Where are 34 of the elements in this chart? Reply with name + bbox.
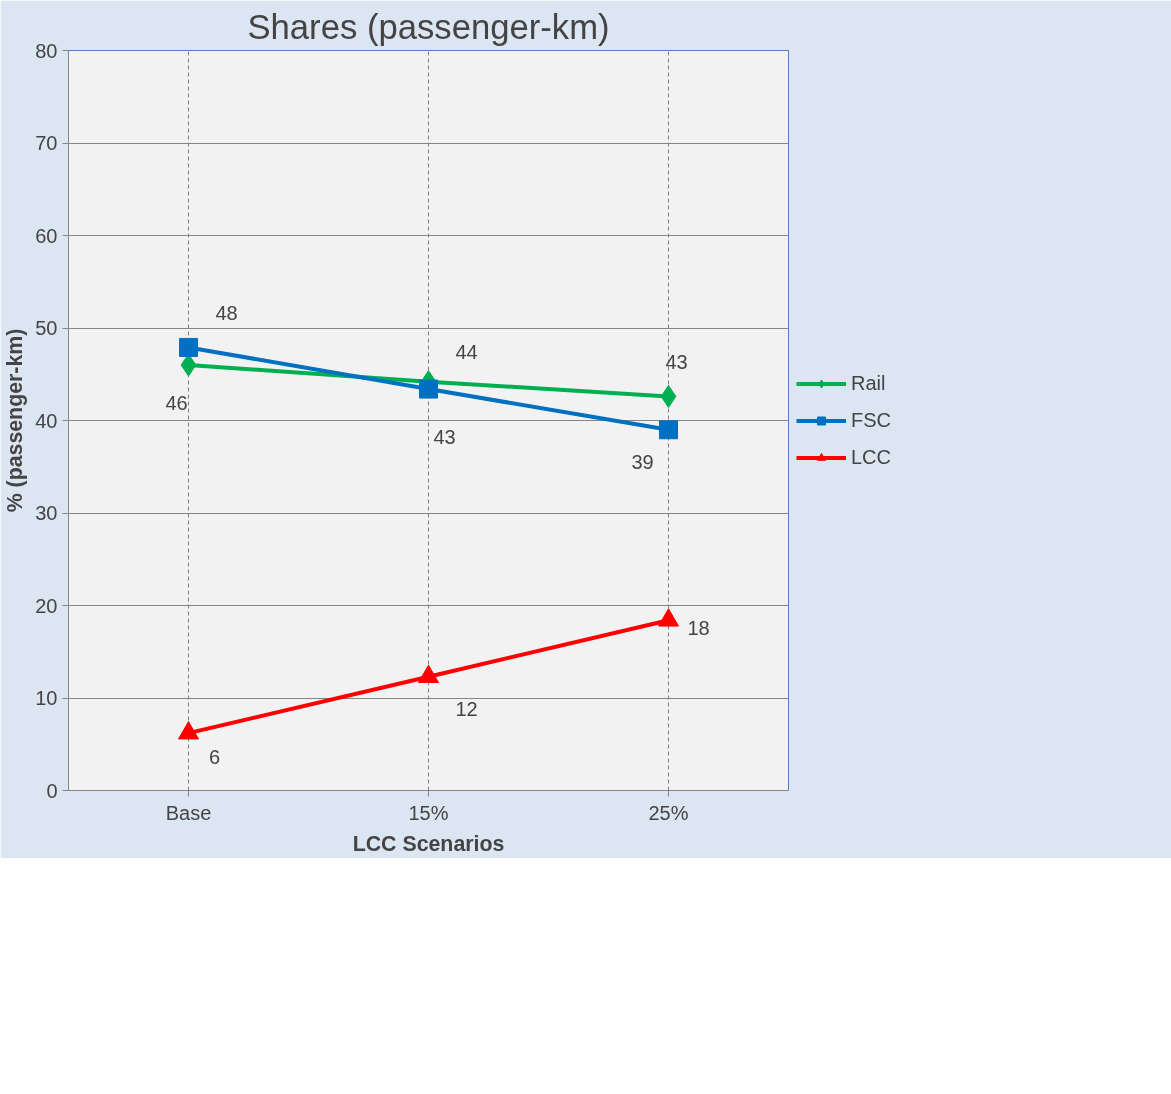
y-tick-label: 30 — [35, 502, 58, 524]
point — [659, 420, 678, 440]
data-label: 43 — [665, 351, 688, 374]
y-tick-label: 60 — [35, 224, 58, 247]
legend-label: FSC — [851, 408, 891, 432]
y-tick-label: 70 — [35, 132, 58, 154]
chart-title: Shares (passenger-km) — [247, 7, 610, 46]
legend-label: Rail — [851, 371, 886, 395]
point — [178, 721, 199, 740]
data-label: 18 — [687, 617, 710, 640]
x-tick-label: 25% — [648, 801, 689, 824]
data-label: 6 — [208, 746, 221, 769]
x-tick-label: Base — [165, 801, 212, 824]
y-tick-label: 10 — [35, 687, 58, 709]
y-tick-label: 20 — [35, 594, 58, 617]
point — [660, 384, 677, 408]
point — [419, 379, 438, 399]
x-axis-title: LCC Scenarios — [352, 831, 505, 856]
point — [418, 664, 439, 683]
data-label: 44 — [455, 340, 478, 363]
data-label: 46 — [165, 392, 188, 414]
data-label: 12 — [455, 697, 478, 720]
y-axis-title: % (passenger-km) — [3, 328, 28, 513]
data-label: 39 — [631, 450, 654, 473]
y-tick-label: 40 — [35, 409, 58, 432]
point — [658, 608, 679, 627]
x-tick-label: 15% — [408, 801, 449, 824]
y-tick-label: 50 — [35, 317, 58, 339]
legend-label: LCC — [851, 445, 892, 469]
point — [179, 337, 198, 357]
data-label: 48 — [215, 302, 238, 325]
y-tick-label: 80 — [35, 39, 58, 62]
data-label: 43 — [433, 426, 456, 449]
y-tick-label: 0 — [46, 779, 58, 802]
